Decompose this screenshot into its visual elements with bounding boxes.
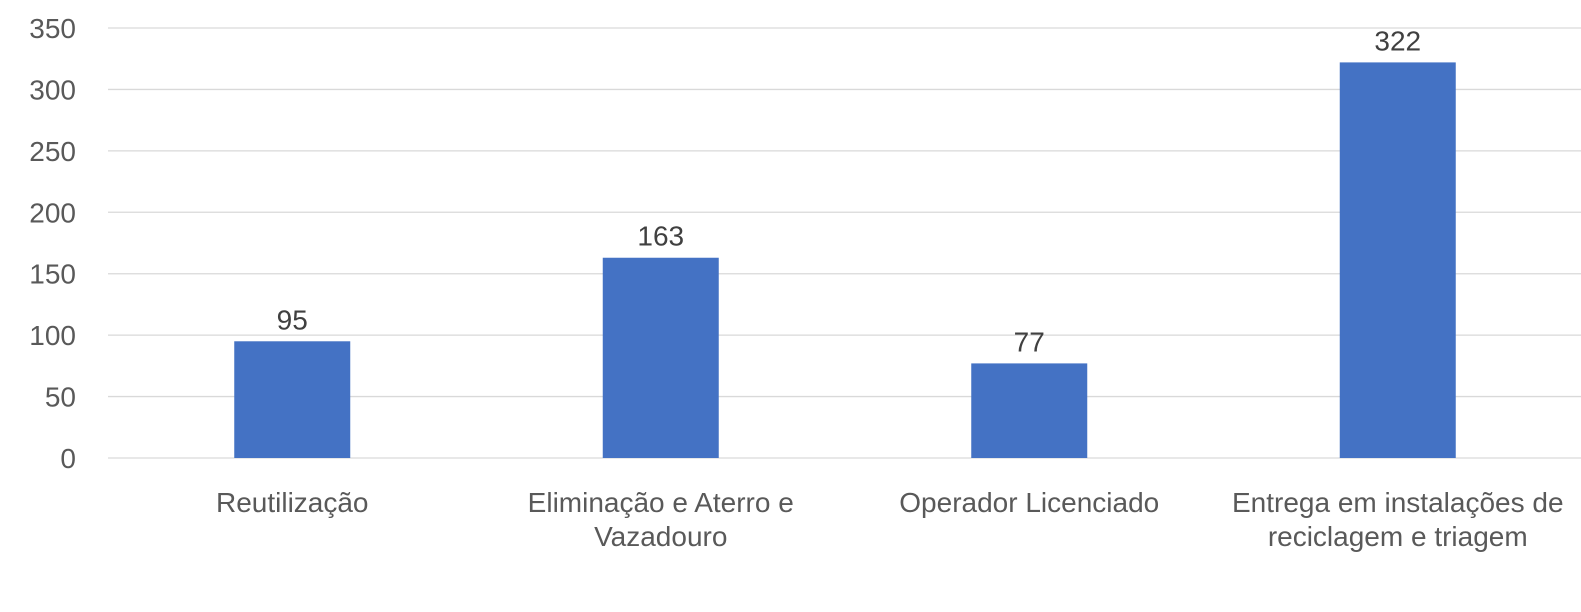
- y-tick-label: 50: [45, 382, 76, 413]
- x-tick-label: Operador Licenciado: [899, 487, 1159, 518]
- y-tick-label: 250: [29, 136, 76, 167]
- value-label: 77: [1014, 326, 1045, 357]
- value-label: 322: [1374, 25, 1421, 56]
- value-label: 163: [637, 221, 684, 252]
- bar: [602, 257, 719, 458]
- bar: [1339, 62, 1456, 459]
- y-tick-label: 0: [60, 443, 76, 474]
- y-tick-label: 300: [29, 74, 76, 105]
- x-tick-label: Reutilização: [216, 487, 369, 518]
- y-tick-label: 200: [29, 197, 76, 228]
- value-label: 95: [277, 304, 308, 335]
- x-tick-label: Eliminação e Aterro e Vazadouro: [528, 487, 794, 552]
- y-tick-label: 150: [29, 259, 76, 290]
- y-tick-label: 100: [29, 320, 76, 351]
- x-tick-label: Entrega em instalações de reciclagem e tr…: [1232, 487, 1564, 552]
- y-tick-label: 350: [29, 13, 76, 44]
- bar: [234, 341, 351, 458]
- bar: [971, 363, 1088, 458]
